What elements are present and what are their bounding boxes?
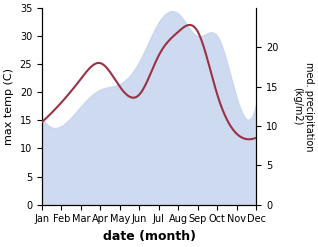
X-axis label: date (month): date (month) [103, 230, 196, 243]
Y-axis label: max temp (C): max temp (C) [4, 68, 14, 145]
Y-axis label: med. precipitation
(kg/m2): med. precipitation (kg/m2) [292, 62, 314, 151]
